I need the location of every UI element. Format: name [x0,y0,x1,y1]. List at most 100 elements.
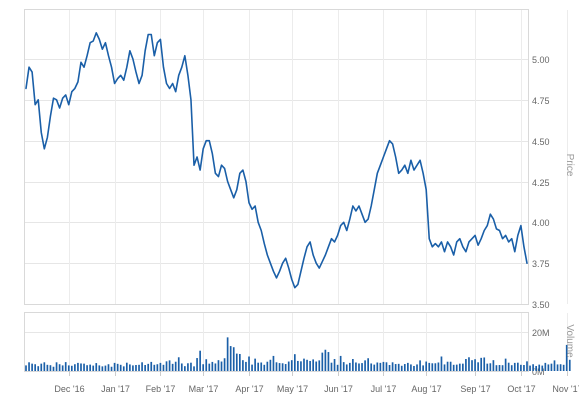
volume-bar [504,358,507,371]
volume-bar [122,366,125,371]
volume-bar [562,364,565,371]
volume-bar [309,360,311,371]
price-series-line [25,32,528,289]
x-tick-label: Aug '17 [411,384,441,394]
volume-bar [49,365,52,371]
volume-bar [92,365,95,371]
volume-bar [202,364,205,371]
volume-bar [434,363,437,371]
x-tick-label: Mar '17 [189,384,219,394]
volume-bar [523,365,525,371]
volume-bar [113,362,116,371]
volume-bar [312,359,314,371]
volume-bar [208,363,211,371]
price-panel-frame [24,9,529,305]
volume-bar [89,364,91,371]
volume-bar [168,360,171,371]
volume-bar [339,355,342,371]
volume-bar [388,365,391,371]
volume-bar [37,366,40,371]
volume-bar [251,364,253,371]
volume-bar [269,359,272,371]
volume-bar [474,359,476,371]
volume-bar [31,363,33,371]
volume-bar [223,358,226,371]
volume-bar [559,364,562,371]
volume-bar [171,363,174,371]
time-axis-labels: Dec '16 Jan '17 Feb '17 Mar '17 Apr '17 May '… [54,371,579,394]
volume-bar [321,352,324,371]
volume-bar [410,364,412,371]
volume-bar [501,365,504,371]
volume-bar [318,360,321,371]
volume-bar [471,360,473,371]
volume-axis-ticks: 0M 20M [532,328,550,377]
volume-bar [407,362,409,371]
volume-bar [55,362,58,371]
volume-bar [348,362,351,371]
volume-bar [293,354,296,371]
volume-bar [455,364,458,371]
volume-bar [394,364,397,371]
volume-bar [416,364,418,371]
volume-bar [64,362,67,371]
volume-bar [553,360,556,371]
x-tick-label: Oct '17 [507,384,535,394]
volume-bar [235,353,238,371]
volume-bar [327,352,330,371]
volume-bar [532,364,534,371]
volume-bar [187,363,189,371]
volume-bar [483,357,486,371]
volume-bar [568,359,571,371]
volume-bar [443,364,446,371]
volume-bar [70,365,73,371]
volume-bar [40,363,43,371]
volume-bar [141,362,143,371]
volume-bar [110,366,113,371]
volume-bar [257,362,260,371]
volume-bar [520,364,522,371]
price-line-layer [25,32,528,289]
volume-bar [462,363,464,371]
volume-bar [211,361,214,371]
volume-bar [263,364,266,371]
volume-bar [275,362,278,371]
volume-bar [452,364,455,371]
volume-bar [46,364,49,371]
volume-bar [330,362,333,371]
volume-bar [367,358,369,371]
volume-bar [306,359,308,371]
volume-bar [303,358,305,371]
price-tick-label: 4.75 [532,96,550,106]
volume-bar [492,360,495,371]
volume-bar [43,362,46,371]
volume-bar [547,364,550,371]
volume-bar [300,361,302,371]
volume-bar [147,363,150,371]
volume-bar [422,365,424,371]
volume-bar [83,363,85,371]
volume-bar [266,361,269,371]
volume-bar [544,362,547,371]
volume-bar [98,365,101,371]
volume-bar [333,359,336,371]
volume-bar [254,358,256,371]
volume-bar [379,362,382,371]
volume-bar [205,359,208,371]
volume-bar [144,365,146,371]
volume-bar [400,365,403,371]
volume-bar [272,355,275,371]
volume-bar [468,357,470,371]
volume-bar [352,359,354,371]
x-tick-label: Sep '17 [460,384,490,394]
volume-bar [342,362,345,371]
volume-bar [556,364,559,371]
volume-bar [477,362,479,371]
volume-bar [260,362,263,371]
volume-bar [498,365,501,371]
volume-bar [193,366,195,371]
volume-tick-label: 20M [532,328,550,338]
volume-bar [232,347,235,371]
volume-bar [510,365,513,371]
